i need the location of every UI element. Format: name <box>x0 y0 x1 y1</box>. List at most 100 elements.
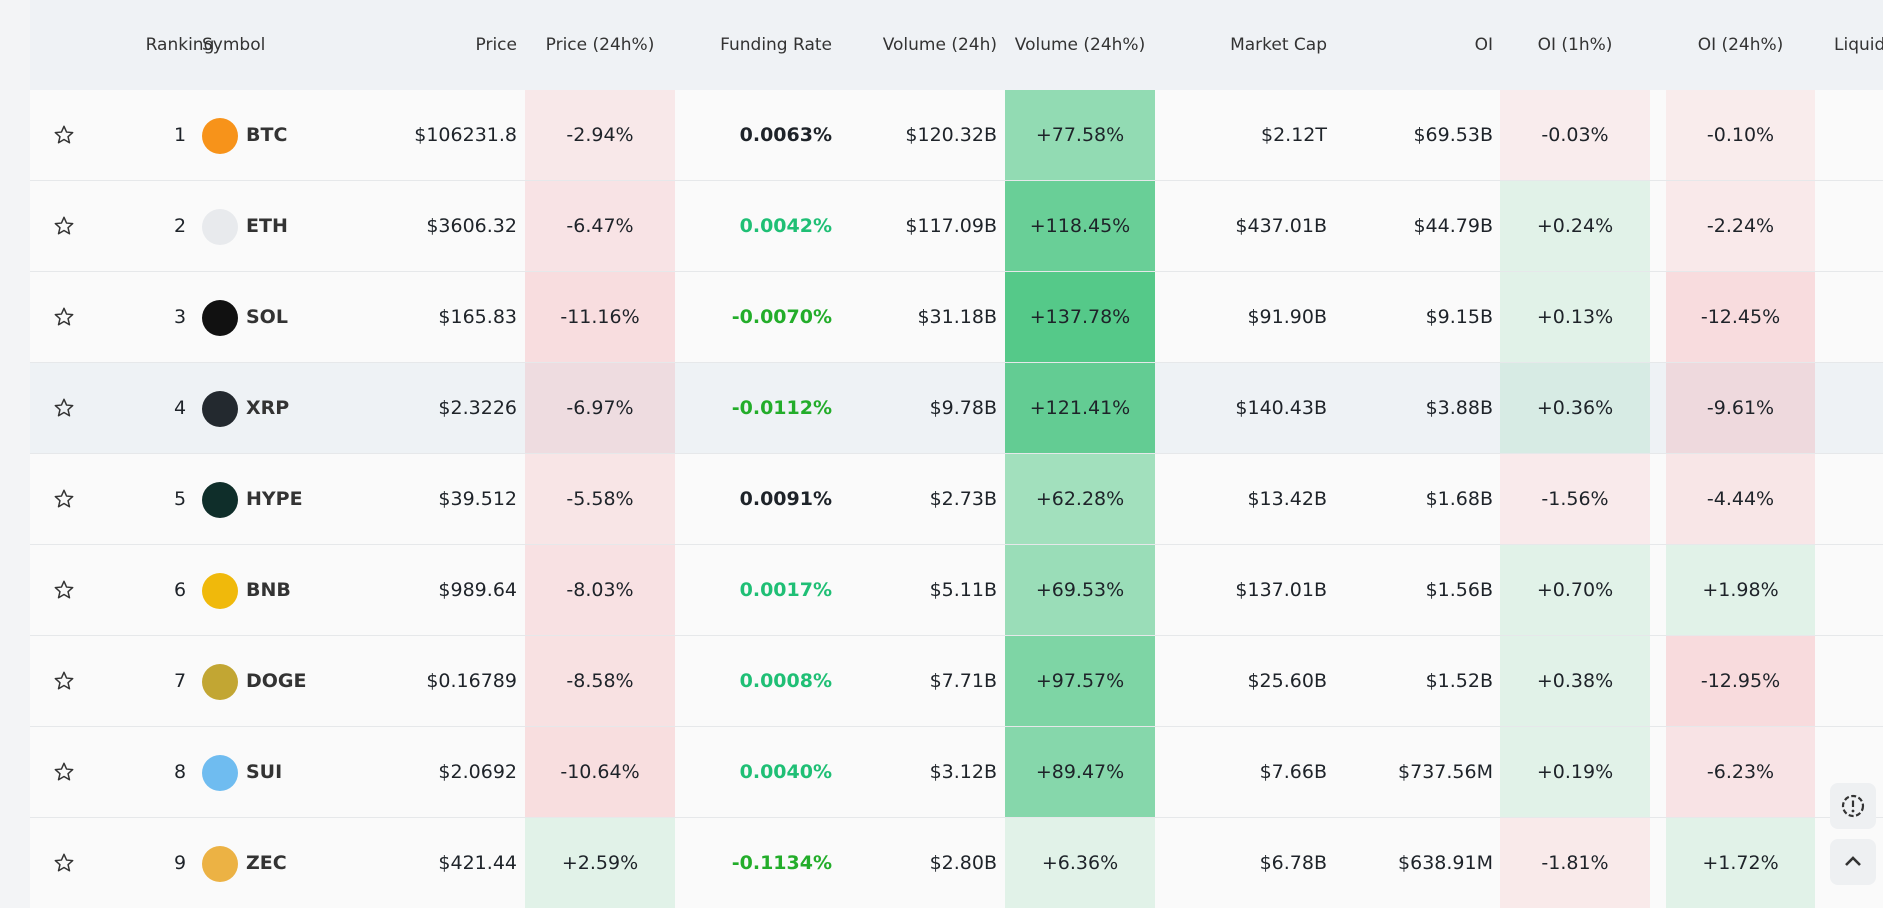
favorite-star[interactable] <box>53 124 75 146</box>
column-header[interactable]: Volume (24h) <box>882 35 997 55</box>
symbol: DOGE <box>246 670 307 692</box>
price: $3606.32 <box>426 215 517 237</box>
oi-1h: +0.24% <box>1500 181 1650 271</box>
column-header[interactable]: OI (24h%) <box>1697 35 1784 55</box>
rank: 3 <box>173 306 187 328</box>
funding: 0.0042% <box>739 215 832 237</box>
table-row[interactable]: DOGE 7 $0.16789 -8.58% 0.0008% $7.71B +97.57% $… <box>30 636 1883 727</box>
market-cap: $25.60B <box>1247 670 1327 692</box>
oi: $638.91M <box>1398 852 1493 874</box>
oi-24h: -12.95% <box>1666 636 1815 726</box>
coin-icon <box>202 846 238 882</box>
price-24h: -6.97% <box>525 363 675 453</box>
volume-24h: +118.45% <box>1005 181 1155 271</box>
oi: $9.15B <box>1425 306 1493 328</box>
alert-icon <box>1841 794 1865 818</box>
oi-24h: -0.10% <box>1666 90 1815 180</box>
column-header[interactable]: Market Cap <box>1230 35 1327 55</box>
symbol: HYPE <box>246 488 303 510</box>
favorite-star[interactable] <box>53 397 75 419</box>
oi-1h: -1.81% <box>1500 818 1650 908</box>
table-row[interactable]: ZEC 9 $421.44 +2.59% -0.1134% $2.80B +6.36% $6.… <box>30 818 1883 908</box>
table-row[interactable]: BNB 6 $989.64 -8.03% 0.0017% $5.11B +69.53% $13… <box>30 545 1883 636</box>
scroll-top-button[interactable] <box>1830 839 1876 885</box>
favorite-star[interactable] <box>53 579 75 601</box>
coin-icon <box>202 300 238 336</box>
favorite-star[interactable] <box>53 852 75 874</box>
oi-1h: -1.56% <box>1500 454 1650 544</box>
oi-24h: +1.72% <box>1666 818 1815 908</box>
column-header[interactable]: Price <box>475 35 517 55</box>
table-row[interactable]: SOL 3 $165.83 -11.16% -0.0070% $31.18B +137.78… <box>30 272 1883 363</box>
price: $2.0692 <box>438 761 517 783</box>
symbol: XRP <box>246 397 290 419</box>
oi-24h: +1.98% <box>1666 545 1815 635</box>
price: $989.64 <box>438 579 517 601</box>
table-row[interactable]: ETH 2 $3606.32 -6.47% 0.0042% $117.09B +118.45… <box>30 181 1883 272</box>
rank: 8 <box>173 761 187 783</box>
price-24h: -2.94% <box>525 90 675 180</box>
coin-icon <box>202 209 238 245</box>
column-header[interactable]: OI <box>1474 35 1493 55</box>
price: $165.83 <box>438 306 517 328</box>
market-cap: $6.78B <box>1259 852 1327 874</box>
oi: $737.56M <box>1398 761 1493 783</box>
rank: 9 <box>173 852 187 874</box>
column-header[interactable]: Liquid <box>1834 35 1883 55</box>
alert-button[interactable] <box>1830 783 1876 829</box>
favorite-star[interactable] <box>53 215 75 237</box>
market-cap: $7.66B <box>1259 761 1327 783</box>
favorite-star[interactable] <box>53 488 75 510</box>
column-header[interactable]: Funding Rate <box>720 35 832 55</box>
price: $39.512 <box>438 488 517 510</box>
favorite-star[interactable] <box>53 306 75 328</box>
oi-24h: -9.61% <box>1666 363 1815 453</box>
funding: -0.0112% <box>731 397 832 419</box>
coin-icon <box>202 482 238 518</box>
rank: 2 <box>173 215 187 237</box>
oi: $1.52B <box>1425 670 1493 692</box>
oi-1h: +0.70% <box>1500 545 1650 635</box>
volume: $3.12B <box>929 761 997 783</box>
oi: $44.79B <box>1413 215 1493 237</box>
symbol: SUI <box>246 761 283 783</box>
price: $106231.8 <box>414 124 517 146</box>
column-header[interactable]: Ranking <box>145 35 215 55</box>
price-24h: -8.03% <box>525 545 675 635</box>
funding: 0.0040% <box>739 761 832 783</box>
coin-icon <box>202 573 238 609</box>
column-header[interactable]: Price (24h%) <box>545 35 655 55</box>
oi: $3.88B <box>1425 397 1493 419</box>
volume-24h: +97.57% <box>1005 636 1155 726</box>
coin-icon <box>202 118 238 154</box>
volume-24h: +121.41% <box>1005 363 1155 453</box>
oi-24h: -12.45% <box>1666 272 1815 362</box>
oi-1h: +0.13% <box>1500 272 1650 362</box>
volume: $9.78B <box>929 397 997 419</box>
up-icon <box>1845 856 1861 866</box>
volume-24h: +62.28% <box>1005 454 1155 544</box>
column-header[interactable]: Symbol <box>202 35 266 55</box>
favorite-star[interactable] <box>53 670 75 692</box>
rank: 1 <box>173 124 187 146</box>
market-cap: $437.01B <box>1235 215 1327 237</box>
price-24h: -10.64% <box>525 727 675 817</box>
funding: 0.0008% <box>739 670 832 692</box>
table-row[interactable]: XRP 4 $2.3226 -6.97% -0.0112% $9.78B +121.41% $… <box>30 363 1883 454</box>
price-24h: +2.59% <box>525 818 675 908</box>
rank: 7 <box>173 670 187 692</box>
table-row[interactable]: HYPE 5 $39.512 -5.58% 0.0091% $2.73B +62.28% $1… <box>30 454 1883 545</box>
oi-1h: +0.19% <box>1500 727 1650 817</box>
column-header[interactable]: OI (1h%) <box>1537 35 1613 55</box>
favorite-star[interactable] <box>53 761 75 783</box>
table-row[interactable]: SUI 8 $2.0692 -10.64% 0.0040% $3.12B +89.47% $7… <box>30 727 1883 818</box>
oi-24h: -6.23% <box>1666 727 1815 817</box>
funding: -0.0070% <box>731 306 832 328</box>
market-cap: $91.90B <box>1247 306 1327 328</box>
column-header[interactable]: Volume (24h%) <box>1014 35 1146 55</box>
symbol: BTC <box>246 124 288 146</box>
coin-icon <box>202 664 238 700</box>
funding: -0.1134% <box>731 852 832 874</box>
table-row[interactable]: BTC 1 $106231.8 -2.94% 0.0063% $120.32B +77.58… <box>30 90 1883 181</box>
funding: 0.0063% <box>739 124 832 146</box>
